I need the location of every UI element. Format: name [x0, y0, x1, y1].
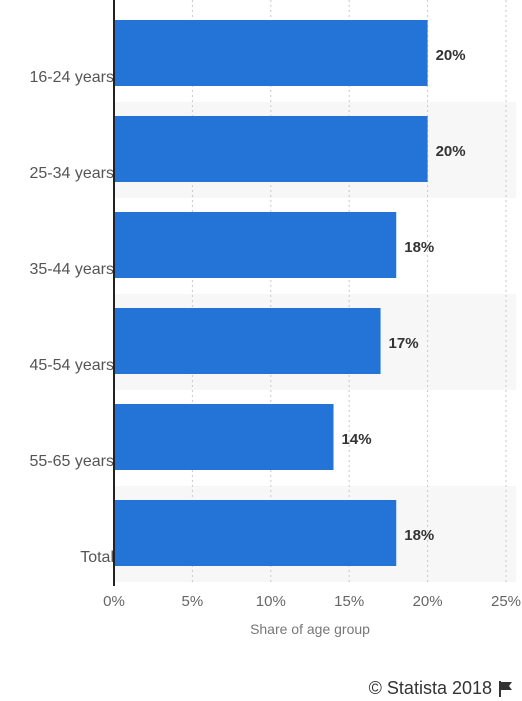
bar [114, 404, 334, 470]
category-label: 45-54 years [30, 357, 115, 374]
category-label: Total [80, 549, 114, 566]
x-tick-label: 15% [334, 593, 364, 610]
x-tick-label: 10% [256, 593, 286, 610]
value-label: 20% [436, 143, 466, 160]
bar-chart: 20% 16-24 years 20% 25-34 years 18% 35-44 yea… [30, 0, 521, 637]
flag-icon[interactable] [498, 680, 514, 698]
value-label: 17% [389, 335, 419, 352]
bar [114, 20, 428, 86]
value-label: 14% [342, 431, 372, 448]
bar [114, 308, 381, 374]
category-label: 25-34 years [30, 165, 115, 182]
x-axis-title: Share of age group [250, 621, 370, 637]
bar [114, 500, 397, 566]
x-tick-label: 20% [413, 593, 443, 610]
category-label: 16-24 years [30, 69, 115, 86]
x-tick-label: 25% [491, 593, 521, 610]
category-label: 35-44 years [30, 261, 115, 278]
value-label: 18% [404, 239, 434, 256]
category-label: 55-65 years [30, 453, 115, 470]
x-tick-label: 5% [182, 593, 204, 610]
bar [114, 116, 428, 182]
value-label: 20% [436, 47, 466, 64]
x-tick-label: 0% [103, 593, 125, 610]
statista-credit[interactable]: © Statista 2018 [369, 678, 514, 699]
value-label: 18% [404, 527, 434, 544]
bar [114, 212, 397, 278]
credit-text: © Statista 2018 [368, 678, 492, 698]
